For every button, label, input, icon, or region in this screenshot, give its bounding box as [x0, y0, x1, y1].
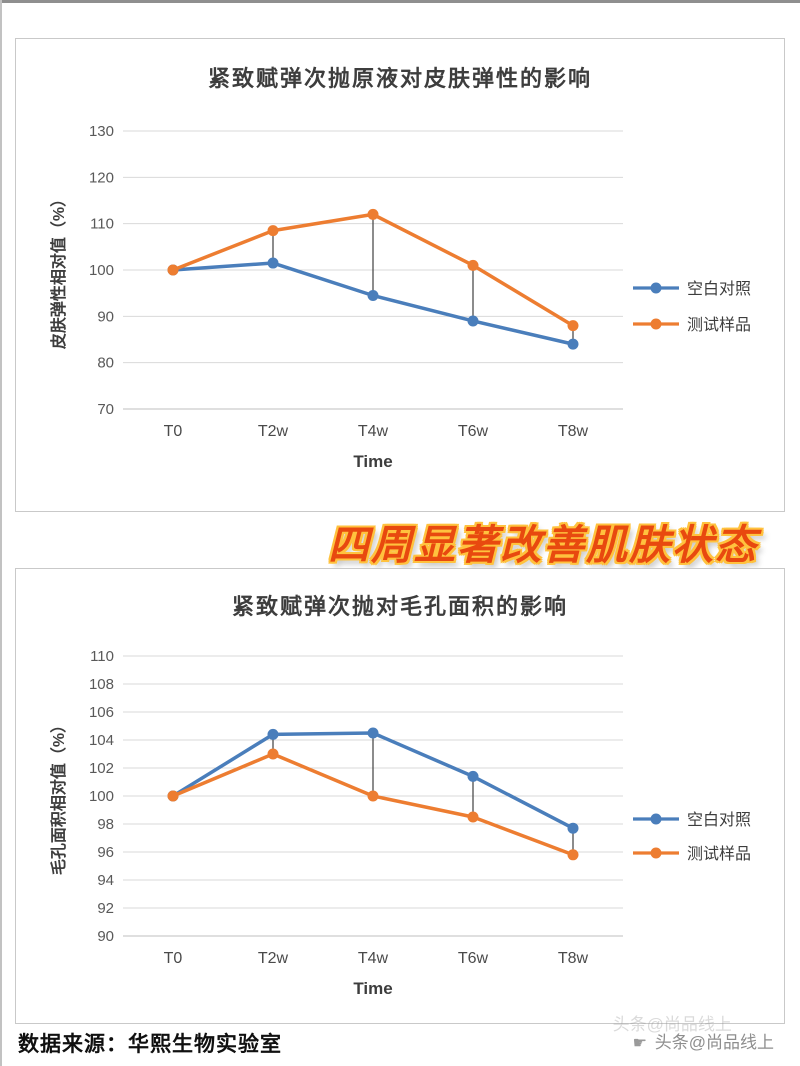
data-point-marker [467, 315, 479, 327]
y-tick-label: 130 [89, 123, 114, 140]
y-tick-label: 108 [89, 676, 114, 693]
x-tick-label: T8w [558, 423, 589, 440]
legend-label: 空白对照 [687, 811, 751, 829]
x-axis-title: Time [353, 979, 392, 998]
data-point-marker [367, 208, 379, 220]
scan-edge-top [0, 0, 800, 3]
chart-figure-skin-elasticity: 紧致赋弹次抛原液对皮肤弹性的影响 70 80 90 100 110 120 130 T0 T2w… [15, 38, 785, 512]
data-point-marker [567, 338, 579, 350]
y-tick-label: 104 [89, 732, 114, 749]
data-point-marker [567, 822, 579, 834]
data-point-marker [567, 849, 579, 861]
series-测试样品 [167, 748, 579, 861]
gridlines: 90 92 94 96 98 100 102 104 106 108 110 [89, 648, 623, 945]
y-tick-label: 102 [89, 760, 114, 777]
y-axis-title: 毛孔面积相对值（%） [49, 717, 68, 875]
data-point-marker [367, 790, 379, 802]
banner-text: 四周显著改善肌肤状态 [328, 522, 758, 568]
data-source-note: 数据来源：华熙生物实验室 [18, 1032, 282, 1056]
x-tick-label: T4w [358, 423, 389, 440]
y-tick-label: 106 [89, 704, 114, 721]
y-tick-label: 100 [89, 262, 114, 279]
y-tick-label: 70 [97, 401, 114, 418]
data-point-marker [267, 728, 279, 740]
legend-label: 测试样品 [687, 316, 751, 334]
data-point-marker [467, 259, 479, 271]
y-axis-title: 皮肤弹性相对值（%） [49, 191, 68, 350]
x-tick-label: T4w [358, 950, 389, 967]
x-tick-label: T6w [458, 950, 489, 967]
data-point-marker [267, 225, 279, 237]
series-空白对照 [167, 257, 579, 350]
x-tick-label: T0 [164, 950, 183, 967]
y-tick-label: 90 [97, 308, 114, 325]
x-tick-label: T8w [558, 950, 589, 967]
data-point-marker [467, 770, 479, 782]
y-tick-label: 94 [97, 872, 114, 889]
y-tick-label: 110 [90, 216, 114, 233]
y-tick-label: 98 [97, 816, 114, 833]
chart-title: 紧致赋弹次抛原液对皮肤弹性的影响 [207, 66, 592, 91]
watermark: 头条@尚品线上 ☛ 头条@尚品线上 [613, 1015, 774, 1053]
legend-marker [650, 847, 662, 859]
x-tick-label: T2w [258, 423, 289, 440]
legend-label: 测试样品 [687, 845, 751, 863]
data-point-marker [267, 257, 279, 269]
watermark-echo: 头条@尚品线上 [612, 1015, 732, 1034]
data-point-marker [467, 811, 479, 823]
legend-label: 空白对照 [687, 280, 751, 298]
legend-marker [650, 813, 662, 825]
y-tick-label: 92 [97, 900, 114, 917]
data-point-marker [267, 748, 279, 760]
data-point-marker [367, 289, 379, 301]
x-axis-title: Time [353, 452, 392, 471]
chart-canvas-skin-elasticity: 70 80 90 100 110 120 130 T0 T2w T4w T6w T8w Time 皮肤弹性… [49, 123, 751, 471]
watermark-text: 头条@尚品线上 [654, 1033, 774, 1052]
x-tick-label: T2w [258, 950, 289, 967]
scan-edge-left [0, 0, 2, 1066]
y-tick-label: 100 [89, 788, 114, 805]
y-tick-label: 90 [97, 928, 114, 945]
toutiao-hand-icon: ☛ [632, 1035, 647, 1052]
data-point-marker [167, 790, 179, 802]
legend-marker [650, 318, 662, 330]
data-point-marker [567, 320, 579, 332]
x-tick-label: T0 [164, 423, 183, 440]
chart-figure-pore-area: 紧致赋弹次抛对毛孔面积的影响 90 92 94 96 98 100 102 104 106 108… [15, 568, 785, 1024]
data-point-marker [367, 727, 379, 739]
y-tick-label: 110 [90, 648, 114, 665]
x-tick-label: T6w [458, 423, 489, 440]
y-tick-label: 80 [97, 355, 114, 372]
y-tick-label: 96 [97, 844, 114, 861]
chart-title: 紧致赋弹次抛对毛孔面积的影响 [231, 594, 568, 619]
x-tick-labels: T0 T2w T4w T6w T8w [164, 423, 589, 440]
data-point-marker [167, 264, 179, 276]
x-tick-labels: T0 T2w T4w T6w T8w [164, 950, 589, 967]
y-tick-label: 120 [89, 169, 114, 186]
series-测试样品 [167, 208, 579, 332]
gridlines: 70 80 90 100 110 120 130 [89, 123, 623, 418]
legend-marker [650, 282, 662, 294]
